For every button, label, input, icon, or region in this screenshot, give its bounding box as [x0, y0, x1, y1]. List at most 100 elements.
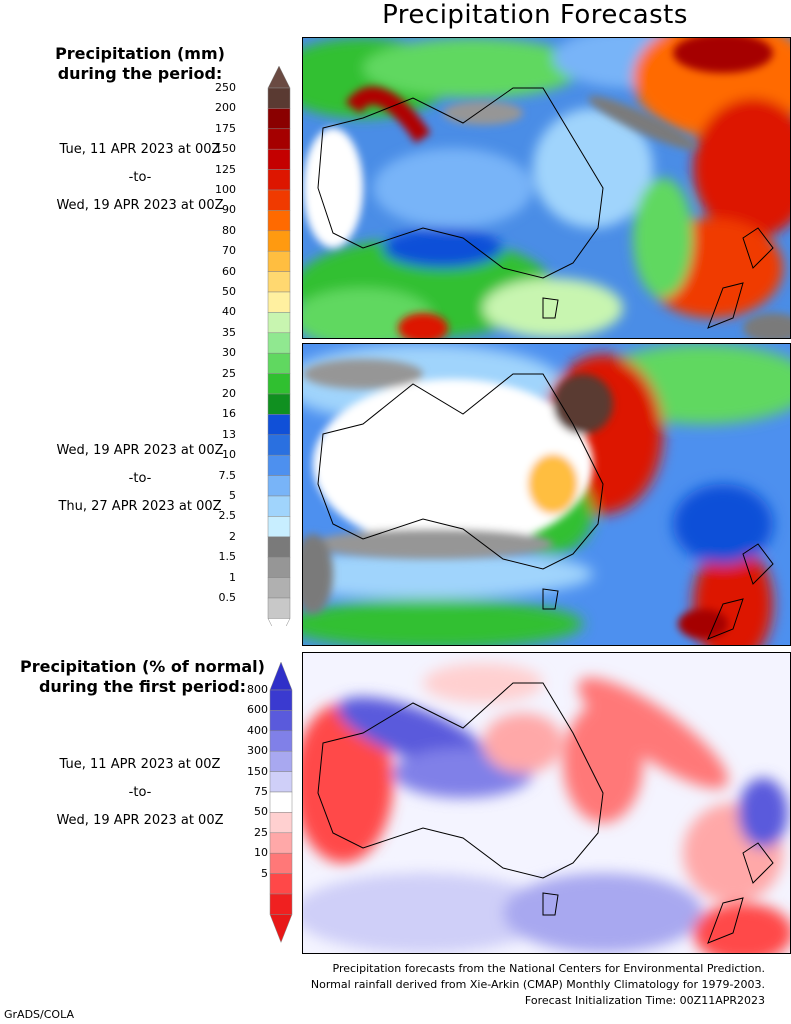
colorbar-swatch	[267, 454, 291, 476]
colorbar-swatch	[269, 812, 293, 834]
colorbar-swatch	[269, 750, 293, 772]
colorbar-tick-label: 800	[247, 683, 268, 696]
colorbar-swatch	[267, 536, 291, 558]
mm-heading-line1: Precipitation (mm)	[55, 44, 225, 63]
colorbar-swatch	[267, 495, 291, 517]
colorbar-tick-label: 35	[222, 325, 236, 339]
page-title: Precipitation Forecasts	[382, 0, 688, 30]
map-panel-pct-normal	[302, 652, 791, 954]
colorbar-tick-label: 150	[247, 764, 268, 778]
colorbar-swatch	[269, 689, 293, 711]
colorbar-tick-label: 250	[215, 81, 236, 94]
colorbar-tick-label: 30	[222, 346, 236, 360]
pct-heading: Precipitation (% of normal) during the f…	[10, 657, 275, 697]
colorbar-swatch	[267, 169, 291, 191]
period2-label: Wed, 19 APR 2023 at 00Z -to- Thu, 27 APR…	[10, 437, 270, 521]
footer-line1: Precipitation forecasts from the Nationa…	[332, 962, 766, 975]
colorbar-swatch	[267, 434, 291, 456]
colorbar-swatch	[267, 475, 291, 497]
colorbar-swatch	[267, 393, 291, 415]
colorbar-tick-label: 70	[222, 244, 236, 258]
pct-colorbar-swatches	[269, 662, 293, 944]
mm-heading-line2: during the period:	[57, 64, 223, 83]
mm-colorbar	[267, 66, 291, 626]
colorbar-swatch	[267, 87, 291, 109]
footer-line2: Normal rainfall derived from Xie-Arkin (…	[310, 978, 765, 991]
colorbar-tick-label: 25	[254, 825, 268, 839]
colorbar-swatch	[267, 271, 291, 293]
colorbar-swatch	[267, 516, 291, 538]
colorbar-tick-label: 16	[222, 407, 236, 421]
pct-colorbar	[269, 662, 293, 944]
colorbar-tick-label: 90	[222, 203, 236, 217]
colorbar-tick-label: 400	[247, 723, 268, 737]
colorbar-bottom-cap	[269, 914, 293, 944]
period2-start: Wed, 19 APR 2023 at 00Z	[56, 443, 224, 458]
period1-start: Tue, 11 APR 2023 at 00Z	[59, 142, 221, 157]
colorbar-tick-label: 25	[222, 366, 236, 380]
colorbar-swatch	[267, 291, 291, 313]
colorbar-tick-label: 13	[222, 427, 236, 441]
colorbar-swatch	[269, 832, 293, 854]
colorbar-swatch	[269, 873, 293, 895]
colorbar-tick-label: 150	[215, 142, 236, 156]
period1-label: Tue, 11 APR 2023 at 00Z -to- Wed, 19 APR…	[10, 136, 270, 220]
colorbar-swatch	[267, 250, 291, 272]
colorbar-swatch	[269, 852, 293, 874]
colorbar-tick-label: 40	[222, 305, 236, 319]
colorbar-swatch	[267, 352, 291, 374]
credit: GrADS/COLA	[4, 1008, 74, 1021]
mm-heading: Precipitation (mm) during the period:	[10, 44, 270, 84]
period2-sep: -to-	[128, 471, 152, 486]
colorbar-swatch	[267, 414, 291, 436]
period3-start: Tue, 11 APR 2023 at 00Z	[59, 757, 221, 772]
colorbar-swatch	[269, 893, 293, 915]
colorbar-tick-label: 1.5	[218, 550, 237, 564]
colorbar-tick-label: 300	[247, 744, 268, 758]
colorbar-tick-label: 80	[222, 223, 236, 237]
colorbar-swatch	[267, 597, 291, 619]
footer-notes: Precipitation forecasts from the Nationa…	[311, 961, 765, 1009]
colorbar-tick-label: 75	[254, 785, 268, 798]
colorbar-tick-label: 10	[254, 846, 268, 860]
colorbar-swatch	[269, 771, 293, 793]
colorbar-swatch	[267, 108, 291, 130]
colorbar-swatch	[267, 373, 291, 395]
colorbar-swatch	[267, 230, 291, 252]
colorbar-tick-label: 5	[261, 866, 268, 880]
colorbar-top-cap	[269, 662, 293, 691]
colorbar-tick-label: 600	[247, 703, 268, 717]
colorbar-bottom-cap	[267, 618, 291, 626]
period3-sep: -to-	[128, 785, 152, 800]
colorbar-tick-label: 0.5	[218, 591, 237, 604]
colorbar-swatch	[267, 210, 291, 232]
colorbar-tick-label: 50	[254, 805, 268, 819]
mm-colorbar-swatches	[267, 66, 291, 626]
colorbar-tick-label: 2.5	[218, 509, 237, 523]
colorbar-swatch	[267, 556, 291, 578]
colorbar-tick-label: 1	[229, 570, 236, 584]
colorbar-tick-label: 20	[222, 387, 236, 400]
colorbar-swatch	[267, 332, 291, 354]
period2-end: Thu, 27 APR 2023 at 00Z	[58, 499, 222, 514]
colorbar-swatch	[267, 148, 291, 170]
period1-sep: -to-	[128, 170, 152, 185]
colorbar-tick-label: 60	[222, 264, 236, 278]
colorbar-swatch	[269, 791, 293, 813]
colorbar-tick-label: 200	[215, 101, 236, 115]
period1-end: Wed, 19 APR 2023 at 00Z	[56, 198, 224, 213]
colorbar-top-cap	[267, 66, 291, 89]
colorbar-tick-label: 50	[222, 285, 236, 298]
colorbar-swatch	[267, 128, 291, 150]
colorbar-tick-label: 10	[222, 448, 236, 462]
colorbar-tick-label: 175	[215, 121, 236, 135]
period3-label: Tue, 11 APR 2023 at 00Z -to- Wed, 19 APR…	[10, 751, 270, 835]
colorbar-swatch	[267, 189, 291, 211]
map-panel-period2	[302, 343, 791, 646]
colorbar-tick-label: 5	[229, 489, 236, 502]
colorbar-swatch	[269, 710, 293, 732]
colorbar-tick-label: 7.5	[218, 468, 237, 482]
colorbar-swatch	[267, 577, 291, 599]
map-panel-period1	[302, 37, 791, 339]
colorbar-tick-label: 2	[229, 529, 236, 543]
